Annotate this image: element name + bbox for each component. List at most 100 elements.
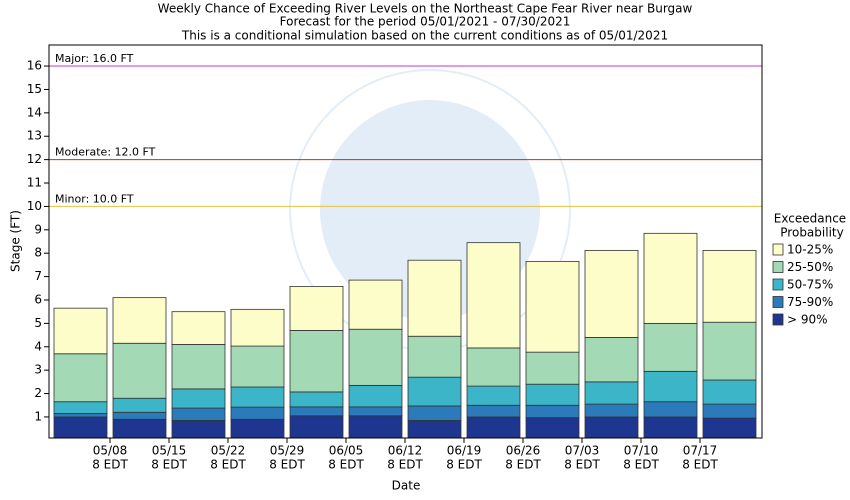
bar-segment	[525, 404, 580, 419]
x-tick-label: 07/03	[565, 444, 600, 458]
chart-subtitle: Forecast for the period 05/01/2021 - 07/…	[280, 15, 571, 29]
bar-segment	[466, 347, 521, 387]
bar-segment	[643, 401, 698, 418]
x-tick-label: 8 EDT	[92, 458, 128, 472]
y-tick-label: 7	[34, 269, 42, 283]
bar-segment	[230, 386, 285, 408]
legend-label: 50-75%	[787, 278, 833, 292]
bar-segment	[230, 406, 285, 420]
bar-segment	[407, 420, 462, 439]
bar-segment	[643, 370, 698, 403]
bar-segment	[348, 384, 403, 408]
y-tick-label: 12	[27, 152, 42, 166]
legend-swatch	[772, 243, 784, 256]
bar-segment	[171, 407, 226, 421]
bar-segment	[230, 345, 285, 388]
legend-swatch	[772, 261, 784, 273]
bar-segment	[643, 322, 698, 372]
bar-segment	[525, 351, 580, 385]
bar-segment	[466, 416, 521, 439]
bar-segment	[466, 242, 521, 349]
plot-frame	[48, 44, 763, 439]
bar-segment	[525, 417, 580, 439]
bar-segment	[112, 418, 167, 439]
bar-segment	[466, 404, 521, 418]
x-tick-label: 8 EDT	[505, 458, 541, 472]
chart-title: Weekly Chance of Exceeding River Levels …	[158, 2, 693, 16]
legend-swatch	[772, 313, 784, 326]
bar-segment	[584, 249, 639, 338]
bar-segment	[466, 385, 521, 406]
y-axis-label: Stage (FT)	[9, 210, 23, 272]
bar-segment	[53, 307, 108, 355]
bar-segment	[702, 379, 757, 405]
bar-segment	[112, 342, 167, 399]
y-tick-label: 16	[27, 59, 42, 73]
y-tick-label: 5	[34, 316, 42, 330]
x-tick-label: 06/05	[329, 444, 364, 458]
bar-segment	[289, 415, 344, 439]
bar-segment	[171, 420, 226, 439]
bar-segment	[702, 403, 757, 419]
bar-segment	[289, 406, 344, 417]
bar-segment	[407, 259, 462, 337]
legend-label: 75-90%	[787, 295, 833, 309]
x-tick-label: 07/17	[683, 444, 718, 458]
bar-segment	[348, 328, 403, 386]
y-tick-label: 3	[34, 363, 42, 377]
y-tick-label: 10	[27, 199, 42, 213]
legend-label: > 90%	[787, 313, 828, 327]
legend-title: Probability	[780, 226, 843, 240]
bar-segment	[407, 335, 462, 378]
bar-segment	[584, 381, 639, 405]
y-tick-label: 9	[34, 222, 42, 236]
y-tick-label: 4	[34, 339, 42, 353]
bar-segment	[643, 416, 698, 439]
bar-segment	[289, 286, 344, 331]
x-tick-label: 05/22	[211, 444, 246, 458]
x-tick-label: 06/12	[388, 444, 423, 458]
bar-segment	[407, 405, 462, 421]
x-tick-label: 8 EDT	[210, 458, 246, 472]
bar-segment	[348, 406, 403, 417]
x-tick-label: 05/08	[93, 444, 128, 458]
x-tick-label: 8 EDT	[623, 458, 659, 472]
y-tick-label: 11	[27, 176, 42, 190]
y-tick-label: 14	[27, 105, 42, 119]
x-tick-label: 8 EDT	[151, 458, 187, 472]
bar-segment	[348, 415, 403, 439]
x-tick-label: 8 EDT	[446, 458, 482, 472]
bar-segment	[112, 297, 167, 344]
x-tick-label: 8 EDT	[387, 458, 423, 472]
bar-segment	[112, 397, 167, 413]
bar-segment	[53, 353, 108, 403]
bar-segment	[171, 388, 226, 409]
threshold-label: Moderate: 12.0 FT	[55, 146, 156, 159]
bar-segment	[584, 337, 639, 383]
bar-segment	[584, 416, 639, 439]
bar-segment	[702, 321, 757, 381]
bar-segment	[230, 308, 285, 347]
x-tick-label: 8 EDT	[682, 458, 718, 472]
bar-segment	[407, 376, 462, 407]
threshold-label: Minor: 10.0 FT	[55, 192, 134, 205]
bar-segment	[53, 413, 108, 418]
bar-segment	[289, 329, 344, 393]
bar-segment	[230, 418, 285, 439]
bar-segment	[171, 311, 226, 345]
legend-swatch	[772, 278, 784, 291]
bar-segment	[289, 391, 344, 408]
y-tick-label: 2	[34, 386, 42, 400]
bar-segment	[525, 383, 580, 406]
x-tick-label: 8 EDT	[328, 458, 364, 472]
x-tick-label: 05/15	[152, 444, 187, 458]
bar-segment	[53, 416, 108, 439]
x-tick-label: 8 EDT	[269, 458, 305, 472]
bar-segment	[171, 344, 226, 390]
chart-subtitle: This is a conditional simulation based o…	[181, 29, 668, 43]
y-tick-label: 1	[34, 409, 42, 423]
legend-swatch	[772, 296, 784, 308]
x-tick-label: 05/29	[270, 444, 305, 458]
y-tick-label: 13	[27, 129, 42, 143]
